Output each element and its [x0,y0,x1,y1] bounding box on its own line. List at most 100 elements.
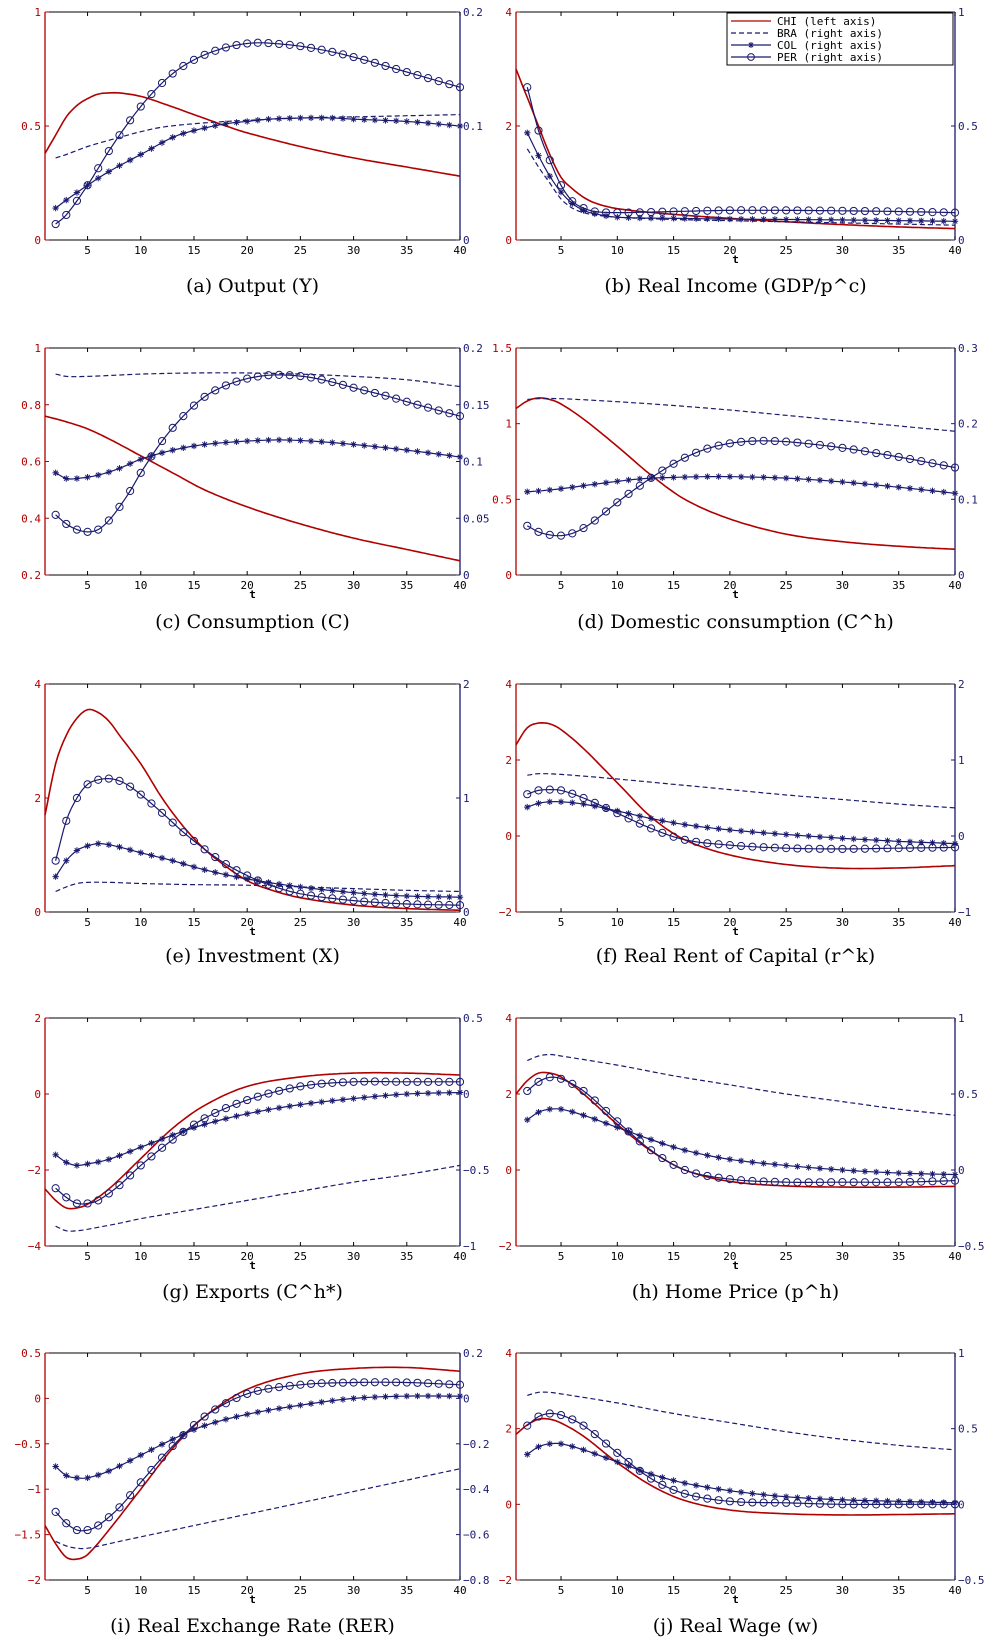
series-per [523,83,960,217]
data-point-col [456,1392,464,1400]
y-right-tick-label: 0.3 [958,342,978,355]
data-point-per [759,436,768,445]
data-point-per [402,397,411,406]
data-point-col [884,482,891,490]
data-point-col [126,1457,134,1464]
y-right-tick-label: −0.5 [958,1240,985,1253]
data-point-per [680,1489,689,1498]
data-point-per [849,206,858,216]
series-line-chi [44,1366,461,1561]
y-left-tick-label: 0 [505,569,512,582]
data-point-per [455,1077,465,1086]
data-point-per [455,1380,465,1389]
data-point-per [94,164,103,173]
data-point-per [545,1073,554,1082]
data-point-col [446,1089,453,1096]
data-point-col [760,1491,767,1498]
data-point-per [83,780,92,789]
data-point-per [381,898,390,908]
x-tick-label: 25 [294,916,307,929]
data-point-per [579,523,588,533]
data-point-per [51,1184,60,1193]
data-point-col [339,115,347,122]
data-point-per [338,1378,348,1387]
x-tick-label: 40 [948,244,961,257]
data-point-per [860,206,870,216]
data-point-per [635,208,644,217]
data-point-per [243,1095,252,1105]
x-tick-label: 15 [187,1250,200,1263]
data-point-col [201,124,208,132]
data-point-col [63,1472,70,1479]
data-point-per [104,774,113,783]
data-point-per [590,798,599,807]
series-bra [55,1164,461,1232]
data-point-col [602,1120,610,1127]
data-point-col [275,1104,283,1112]
data-point-col [105,841,113,848]
series-chi [515,1071,956,1188]
x-tick-label: 15 [187,579,200,592]
data-point-per [860,1500,870,1509]
x-tick-label: 30 [347,1584,360,1597]
x-tick-label: 25 [294,579,307,592]
data-point-per [423,74,433,83]
data-point-col [361,890,368,897]
data-point-per [338,895,348,904]
data-point-col [704,824,711,831]
data-point-per [168,423,177,432]
data-point-per [827,844,836,854]
data-point-col [73,1474,81,1482]
data-point-per [939,1176,948,1186]
series-line-chi [515,1071,956,1188]
data-point-per [590,516,599,525]
data-point-col [392,117,400,125]
data-point-per [613,1448,622,1457]
x-axis-label: t [249,1259,256,1272]
x-tick-label: 40 [453,1584,466,1597]
data-point-per [748,842,757,851]
data-point-per [646,473,656,483]
data-point-col [392,445,400,453]
data-point-col [895,217,902,224]
data-point-per [232,40,241,50]
x-tick-label: 40 [948,1584,961,1597]
data-point-col [307,114,315,122]
data-point-per [232,377,241,386]
data-point-per [860,1178,870,1187]
y-right-tick-label: −0.4 [463,1483,490,1496]
data-point-per [556,786,566,795]
data-point-per [328,1078,337,1087]
series-chi [515,397,956,551]
data-point-per [658,1480,667,1489]
data-point-per [872,449,881,458]
data-point-col [414,893,421,900]
data-point-per [349,52,358,62]
series-chi [44,91,461,177]
data-point-col [286,436,293,444]
y-left-tick-label: 4 [505,1347,512,1360]
data-point-per [759,206,768,215]
data-point-col [180,130,187,137]
series-chi [515,1417,955,1516]
data-point-per [211,1405,220,1414]
data-point-per [232,1393,241,1403]
data-point-col [350,1095,357,1102]
data-point-per [94,775,103,784]
data-point-per [759,843,768,852]
data-point-col [392,1393,400,1400]
series-line-chi [44,1071,461,1210]
data-point-per [211,852,220,862]
data-point-per [402,899,411,909]
data-point-per [157,1143,167,1152]
legend-label: BRA (right axis) [777,27,883,40]
data-point-col [233,438,240,445]
data-point-per [445,409,454,418]
data-point-per [917,843,926,852]
data-point-per [296,889,305,898]
data-point-per [793,438,802,447]
data-point-per [793,1499,802,1508]
series-line-chi [44,91,461,177]
data-point-per [635,1466,644,1475]
data-point-per [285,371,294,380]
